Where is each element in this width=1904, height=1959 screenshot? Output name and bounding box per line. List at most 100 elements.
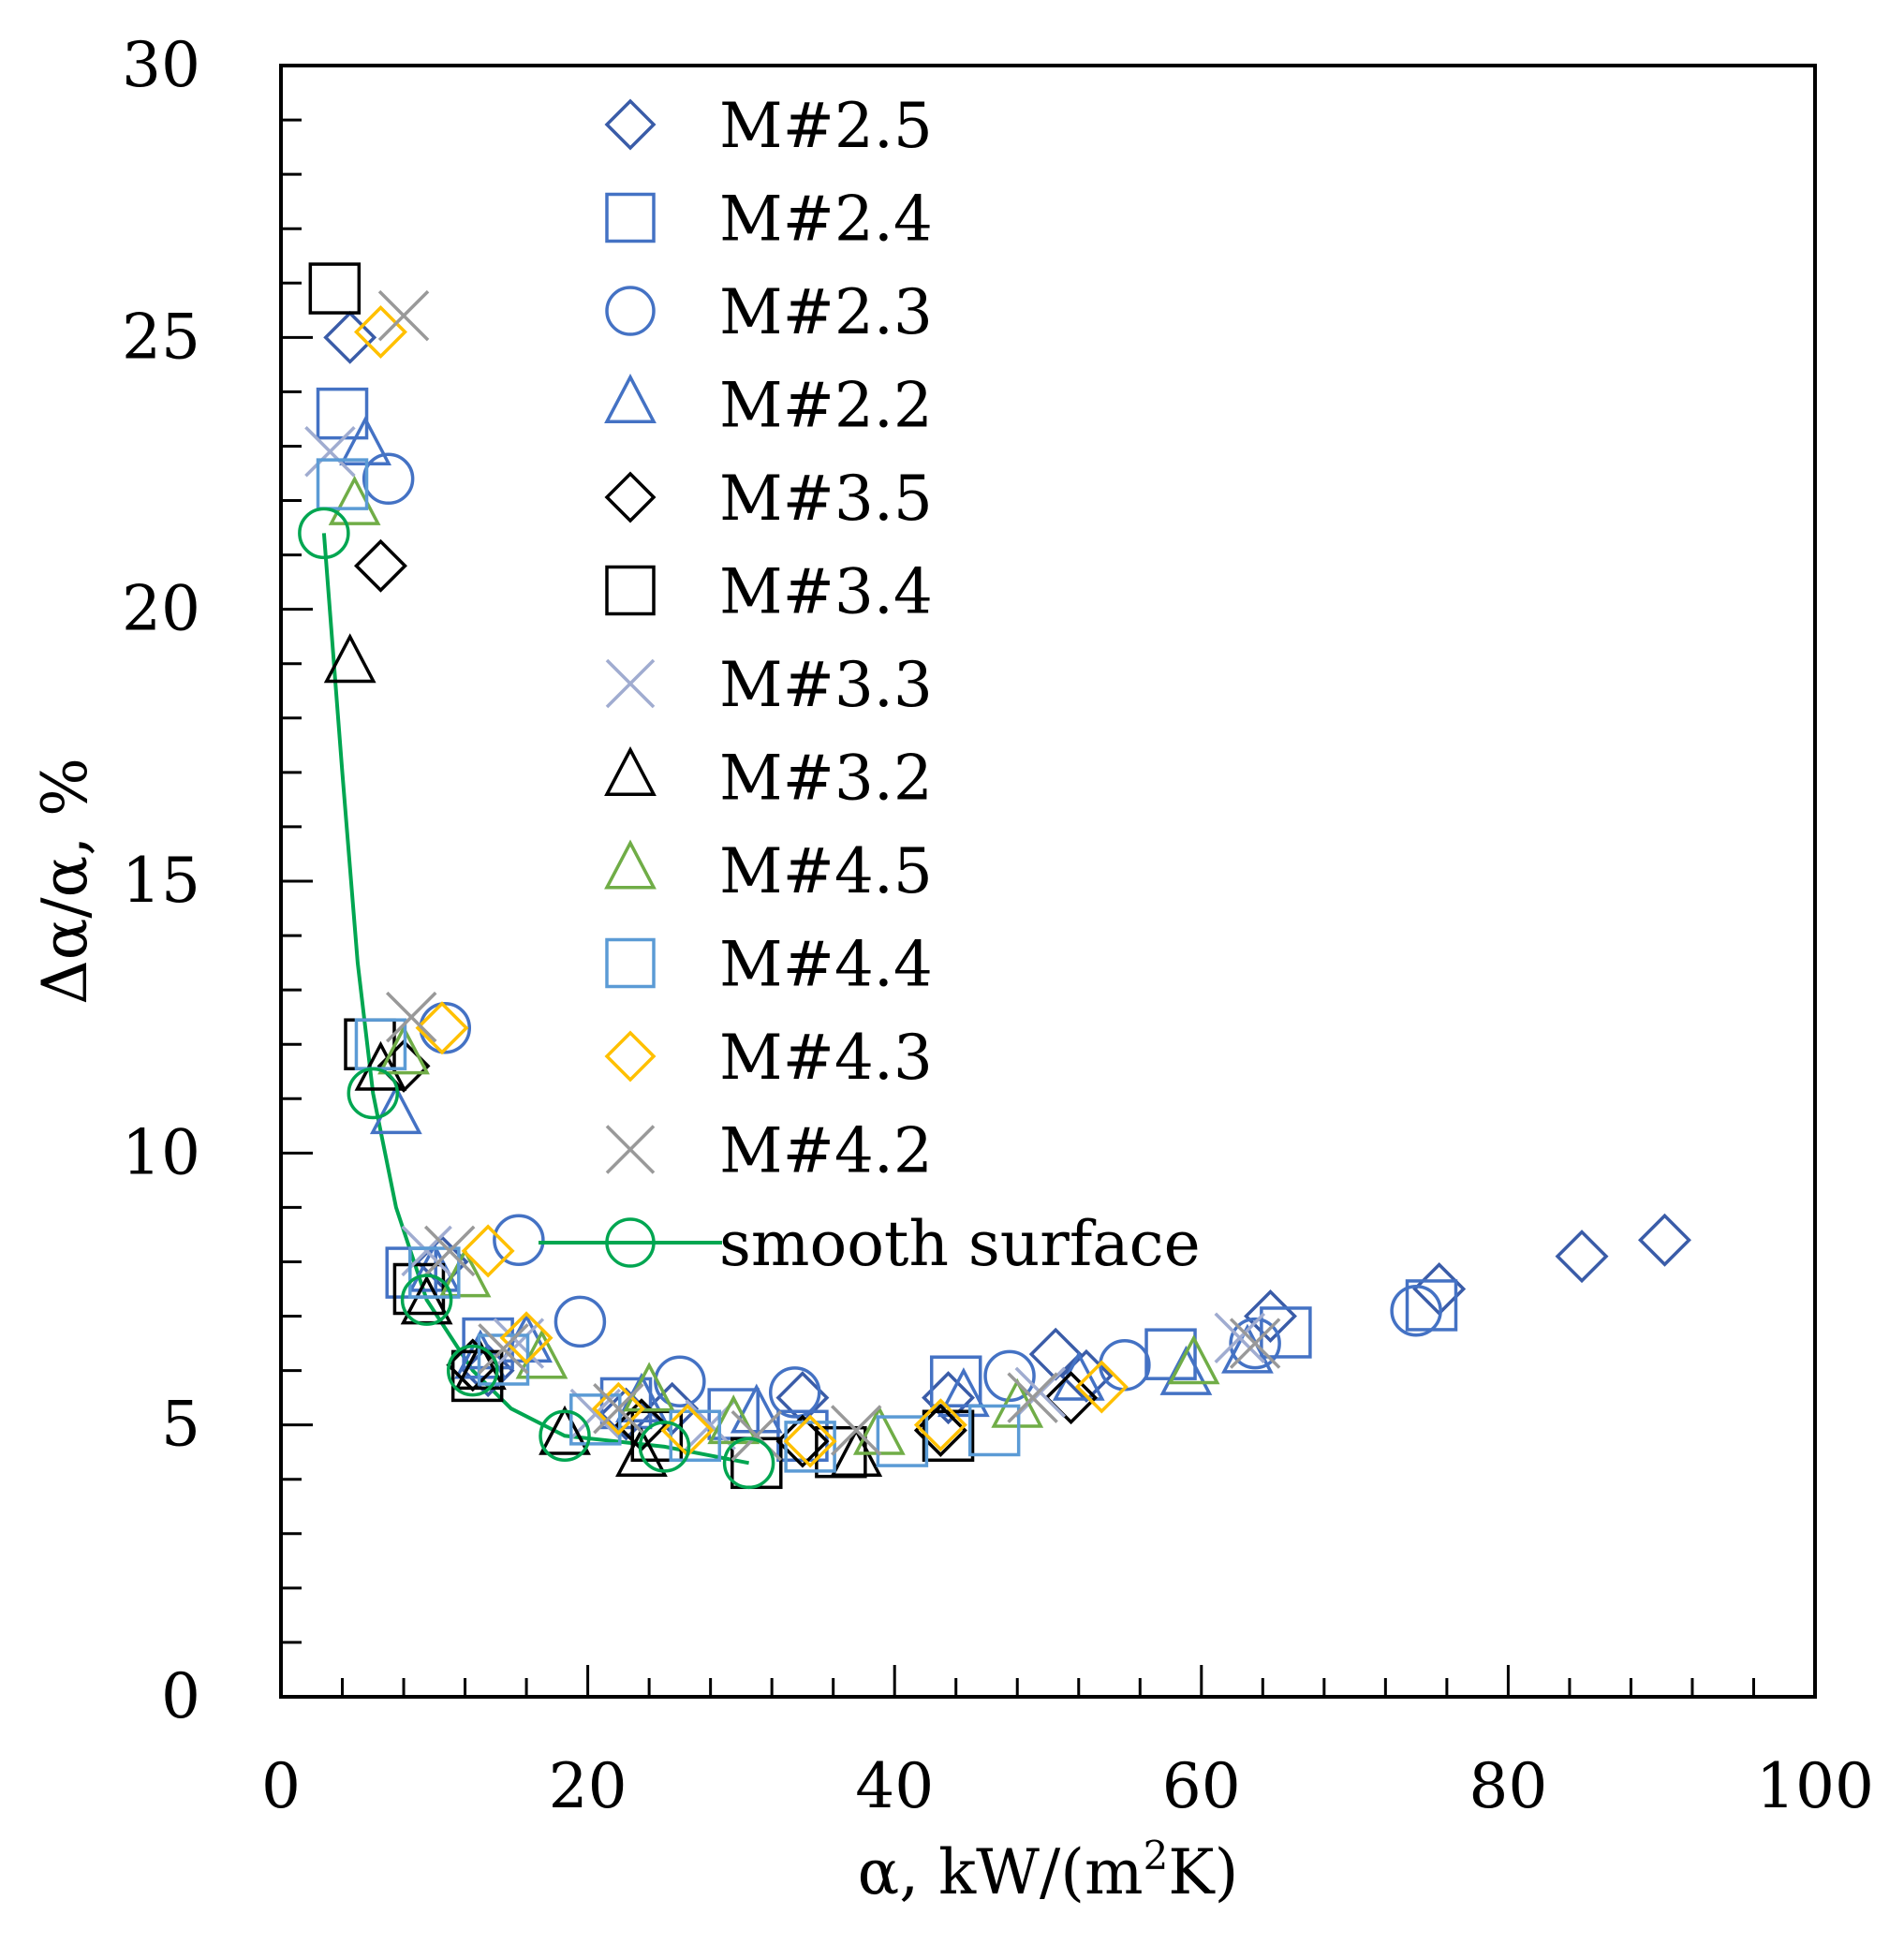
data-point-m-2-2 xyxy=(730,1383,783,1434)
legend-item-m-3-3: M#3.3 xyxy=(605,649,933,721)
data-point-m-3-4 xyxy=(308,262,362,315)
tick-marks xyxy=(279,64,1817,1699)
data-point-m-2-3 xyxy=(983,1349,1036,1403)
x-tick-labels: 0 20 40 60 80 100 xyxy=(261,1750,1874,1822)
data-point-m-4-3 xyxy=(913,1398,967,1452)
data-point-m-4-4 xyxy=(408,1246,461,1299)
y-tick-label: 25 xyxy=(122,301,200,373)
x-tick-label: 0 xyxy=(261,1750,301,1822)
data-point-m-2-2 xyxy=(937,1367,990,1418)
data-point-m-4-2-stroke xyxy=(478,1323,529,1375)
legend-marker xyxy=(604,98,657,151)
y-tick-label: 10 xyxy=(122,1116,200,1188)
legend-item-m-3-4: M#3.4 xyxy=(605,556,933,628)
data-point-m-4-2 xyxy=(831,1405,882,1456)
data-point-m-4-2 xyxy=(593,1383,644,1435)
legend-marker xyxy=(605,286,656,336)
data-point-m-2-3 xyxy=(768,1366,821,1419)
data-point-m-2-5 xyxy=(1638,1213,1691,1267)
y-tick-label: 0 xyxy=(161,1660,200,1732)
legend-label: M#4.3 xyxy=(719,1022,933,1094)
data-point-m-3-2 xyxy=(615,1426,668,1478)
legend-label: M#3.3 xyxy=(719,649,933,721)
legend-marker xyxy=(604,839,657,890)
data-point-m-2-3 xyxy=(1390,1284,1442,1337)
data-point-m-4-5 xyxy=(1167,1334,1220,1385)
x-axis-title-main: α, kW/(m xyxy=(858,1836,1144,1908)
x-axis-title: α, kW/(m2K) xyxy=(858,1833,1239,1908)
data-point-m-4-2 xyxy=(478,1323,529,1375)
plot-frame xyxy=(279,64,1817,1699)
legend-label: M#4.2 xyxy=(719,1115,933,1187)
data-point-m-2-3 xyxy=(1229,1317,1281,1370)
legend-item-m-2-2: M#2.2 xyxy=(604,370,933,442)
data-point-m-2-3 xyxy=(493,1214,545,1266)
data-point-m-2-5 xyxy=(323,310,377,364)
legend-item-m-2-3: M#2.3 xyxy=(605,276,933,348)
data-markers xyxy=(298,262,1691,1490)
x-tick-label: 40 xyxy=(855,1750,934,1822)
data-point-m-2-5 xyxy=(1028,1327,1083,1381)
data-point-m-3-3-stroke xyxy=(1214,1312,1265,1363)
data-point-m-4-4 xyxy=(967,1404,1021,1457)
data-point-m-4-2 xyxy=(1007,1372,1058,1423)
data-point-m-4-3 xyxy=(1074,1360,1129,1414)
legend-label: M#3.4 xyxy=(719,556,933,628)
legend-item-m-3-5: M#3.5 xyxy=(604,463,933,535)
data-point-m-3-3-stroke xyxy=(304,426,356,478)
legend-marker xyxy=(605,565,656,616)
legend-label: M#4.4 xyxy=(719,929,933,1001)
data-point-m-3-3 xyxy=(304,426,356,478)
data-point-m-4-3 xyxy=(499,1311,553,1365)
data-point-m-4-2-stroke xyxy=(377,289,430,342)
data-point-m-4-2-stroke xyxy=(423,1225,476,1277)
legend-label: M#3.2 xyxy=(719,743,933,815)
data-point-m-3-2 xyxy=(539,1405,591,1455)
data-point-m-2-3 xyxy=(553,1295,607,1348)
data-point-m-4-2 xyxy=(385,991,437,1043)
x-tick-label: 20 xyxy=(549,1750,627,1822)
data-point-m-4-3 xyxy=(461,1224,515,1278)
data-point-smooth-surface xyxy=(447,1344,499,1397)
y-tick-labels: 0 5 10 15 20 25 30 xyxy=(122,29,200,1732)
series-m-4-2 xyxy=(377,289,1281,1462)
data-point-m-4-5 xyxy=(377,1024,430,1075)
data-point-m-2-3 xyxy=(419,1002,472,1054)
x-axis-title-end: K) xyxy=(1168,1836,1238,1908)
legend-label: M#3.5 xyxy=(719,463,933,535)
legend-label: M#2.2 xyxy=(719,370,933,442)
data-point-m-4-3 xyxy=(591,1381,645,1436)
data-point-m-4-5 xyxy=(438,1247,492,1298)
legend-marker xyxy=(605,937,656,989)
data-point-m-4-5 xyxy=(515,1329,568,1379)
data-point-m-3-3-stroke xyxy=(493,1318,545,1369)
data-point-m-2-2 xyxy=(369,1084,422,1135)
legend-marker xyxy=(605,192,656,243)
data-point-smooth-surface xyxy=(539,1409,591,1463)
smooth-surface-curve xyxy=(321,533,749,1466)
legend-marker-stroke xyxy=(605,658,656,709)
data-point-m-2-4 xyxy=(1260,1306,1312,1359)
legend-item-smooth-surface: smooth surface xyxy=(539,1208,1201,1280)
data-point-m-4-2-stroke xyxy=(1229,1318,1281,1369)
data-point-m-2-5 xyxy=(1244,1289,1297,1344)
legend-label: M#2.3 xyxy=(719,276,933,348)
data-point-m-3-3 xyxy=(569,1388,622,1440)
legend-item-m-3-2: M#3.2 xyxy=(604,743,933,815)
data-point-m-4-2 xyxy=(1229,1318,1281,1369)
data-point-m-4-2-stroke xyxy=(731,1410,783,1462)
legend-item-m-2-5: M#2.5 xyxy=(604,90,933,162)
legend-label: M#4.5 xyxy=(719,835,933,907)
data-point-m-4-4 xyxy=(876,1415,929,1467)
data-point-m-3-5 xyxy=(1044,1371,1099,1425)
data-point-m-2-3 xyxy=(654,1355,706,1407)
y-tick-label: 5 xyxy=(161,1389,200,1461)
data-point-m-2-3 xyxy=(362,452,415,506)
data-point-smooth-surface xyxy=(638,1421,691,1473)
data-point-m-2-4 xyxy=(929,1355,982,1407)
legend-item-m-2-4: M#2.4 xyxy=(605,184,933,256)
series-line-smooth-surface xyxy=(321,533,749,1466)
data-point-m-2-2 xyxy=(1159,1345,1213,1395)
data-point-m-3-2 xyxy=(323,633,376,684)
